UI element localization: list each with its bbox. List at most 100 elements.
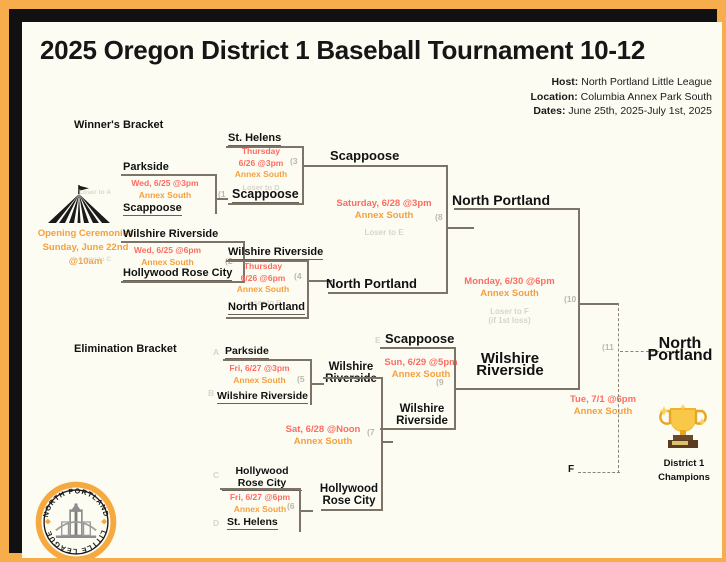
game-3-bottom-line: [228, 203, 304, 205]
game-7-top-team: Wilshire Riverside: [312, 361, 390, 386]
opening-line-1: Opening Ceremonies: [37, 228, 134, 239]
game-3-bottom-team: Scappoose: [232, 187, 299, 203]
meta-location-row: Location: Columbia Annex Park South: [531, 90, 713, 105]
game-10-bottom-line: [460, 388, 580, 390]
game-10-date: Monday, 6/30 @6pm: [464, 276, 555, 287]
game-10-loser-note-line-1: Loser to F: [490, 307, 529, 316]
game-1-number: (1: [218, 189, 226, 199]
game-10-bottom-team-line-2: Riverside: [476, 362, 544, 379]
game-10-number: (10: [564, 294, 577, 304]
champion-team-line-1: North: [658, 335, 702, 352]
game-1-info: Wed, 6/25 @3pm Annex South: [115, 178, 215, 201]
game-11-slot-f: F: [568, 464, 575, 475]
game-3-venue: Annex South: [234, 169, 288, 179]
game-10-loser-note-line-2: (if 1st loss): [488, 316, 531, 325]
game-7-date: Sat, 6/28 @Noon: [285, 424, 361, 435]
game-10-bottom-team-line-1: Wilshire: [480, 350, 540, 367]
game-6-top-team-line-1: Hollywood: [235, 465, 289, 477]
game-9-bottom-team-line-1: Wilshire: [399, 403, 445, 415]
game-8-bottom-team: North Portland: [326, 276, 417, 291]
game-4-date-line-1: Thursday: [243, 261, 283, 271]
game-9-out-line: [454, 388, 462, 390]
game-9-bottom-team: Wilshire Riverside: [382, 403, 462, 428]
champion-caption-line-2: Champions: [658, 471, 710, 483]
game-8-top-line: [332, 165, 448, 167]
opening-ceremonies-text: Opening Ceremonies Sunday, June 22nd @10…: [28, 227, 143, 269]
bracket-canvas: 2025 Oregon District 1 Baseball Tourname…: [22, 22, 722, 558]
game-10-top-line: [454, 208, 580, 210]
game-7-out-line: [381, 441, 393, 443]
game-5-number: (5: [297, 374, 305, 384]
game-10-info: Monday, 6/30 @6pm Annex South Loser to F…: [447, 276, 572, 325]
game-7-top-line: [323, 377, 383, 379]
game-6-number: (6: [287, 501, 295, 511]
winners-bracket-label: Winner's Bracket: [74, 119, 164, 131]
game-8-number: (8: [435, 212, 443, 222]
game-2-info: Wed, 6/25 @6pm Annex South: [115, 245, 220, 268]
game-4-number: (4: [294, 271, 302, 281]
game-8-out-line: [446, 227, 474, 229]
game-6-top-team-line-2: Rose City: [237, 477, 287, 489]
game-4-venue: Annex South: [236, 284, 290, 294]
game-4-bracket-line: [307, 260, 309, 318]
game-8-date: Saturday, 6/28 @3pm: [336, 198, 432, 209]
game-7-top-team-line-2: Riverside: [325, 373, 377, 385]
north-portland-little-league-logo: NORTH PORTLAND LITTLE LEAGUE: [35, 481, 117, 558]
game-6-date: Fri, 6/27 @6pm: [229, 492, 291, 502]
game-5-top-team: Parkside: [225, 345, 269, 359]
meta-host-label: Host:: [551, 76, 579, 88]
game-1-bottom-team: Scappoose: [123, 202, 182, 216]
game-2-bottom-line: [121, 281, 245, 283]
champion-team-line-2: Portland: [647, 347, 713, 364]
game-11-venue: Annex South: [573, 405, 633, 417]
game-2-venue: Annex South: [141, 256, 194, 267]
game-3-date-line-2: 6/26 @3pm: [238, 157, 284, 168]
circus-tent-icon: [48, 185, 110, 223]
game-5-top-line: [223, 359, 312, 361]
game-4-date-line-2: 6/26 @6pm: [240, 272, 286, 283]
elimination-bracket-label: Elimination Bracket: [74, 343, 177, 355]
game-2-bottom-team: Hollywood Rose City: [123, 267, 233, 281]
game-11-number: (11: [602, 342, 614, 352]
game-1-top-team: Parkside: [123, 161, 169, 175]
game-7-bracket-line: [381, 377, 383, 510]
game-11-date: Tue, 7/1 @6pm: [569, 394, 637, 405]
game-9-top-line: [380, 347, 456, 349]
game-6-bottom-team: St. Helens: [227, 516, 278, 530]
game-5-bottom-team: Wilshire Riverside: [217, 390, 308, 404]
game-5-venue: Annex South: [233, 374, 286, 385]
game-10-venue: Annex South: [480, 287, 539, 299]
game-10-out-line: [578, 303, 618, 305]
game-6-top-team: Hollywood Rose City: [222, 465, 302, 491]
game-3-loser-note: Loser to D: [242, 182, 280, 192]
game-3-top-team: St. Helens: [228, 132, 282, 146]
opening-line-3: @10am: [68, 256, 103, 267]
page-title: 2025 Oregon District 1 Baseball Tourname…: [40, 35, 646, 65]
game-4-bottom-line: [226, 317, 309, 319]
game-11-bracket-line: [618, 303, 619, 473]
game-2-top-team: Wilshire Riverside: [123, 228, 219, 242]
game-11-top-line: [620, 351, 680, 352]
game-7-bottom-team-line-2: Rose City: [322, 495, 376, 507]
game-1-venue: Annex South: [138, 189, 192, 200]
game-3-out-line: [302, 165, 332, 167]
game-3-number: (3: [290, 156, 298, 166]
game-2-top-line: [121, 241, 245, 243]
meta-dates-value: June 25th, 2025-July 1st, 2025: [568, 105, 712, 117]
game-1-date: Wed, 6/25 @3pm: [131, 178, 199, 188]
game-2-date: Wed, 6/25 @6pm: [133, 245, 202, 255]
game-3-top-line: [226, 146, 304, 148]
game-4-info: Thursday 6/26 @6pm Annex South Loser to …: [220, 261, 306, 307]
game-4-top-team: Wilshire Riverside: [228, 246, 324, 260]
game-5-date: Fri, 6/27 @3pm: [229, 363, 290, 373]
game-5-bracket-line: [310, 359, 312, 405]
game-1-top-line: [121, 174, 216, 176]
meta-location-label: Location:: [530, 90, 578, 103]
game-7-bottom-line: [321, 509, 383, 511]
game-4-bottom-team: North Portland: [228, 301, 305, 315]
game-5-out-line: [310, 383, 324, 385]
game-7-number: (7: [367, 427, 375, 437]
game-2-loser-left: Loser to C: [79, 256, 112, 263]
game-6-top-slot: C: [213, 470, 220, 480]
